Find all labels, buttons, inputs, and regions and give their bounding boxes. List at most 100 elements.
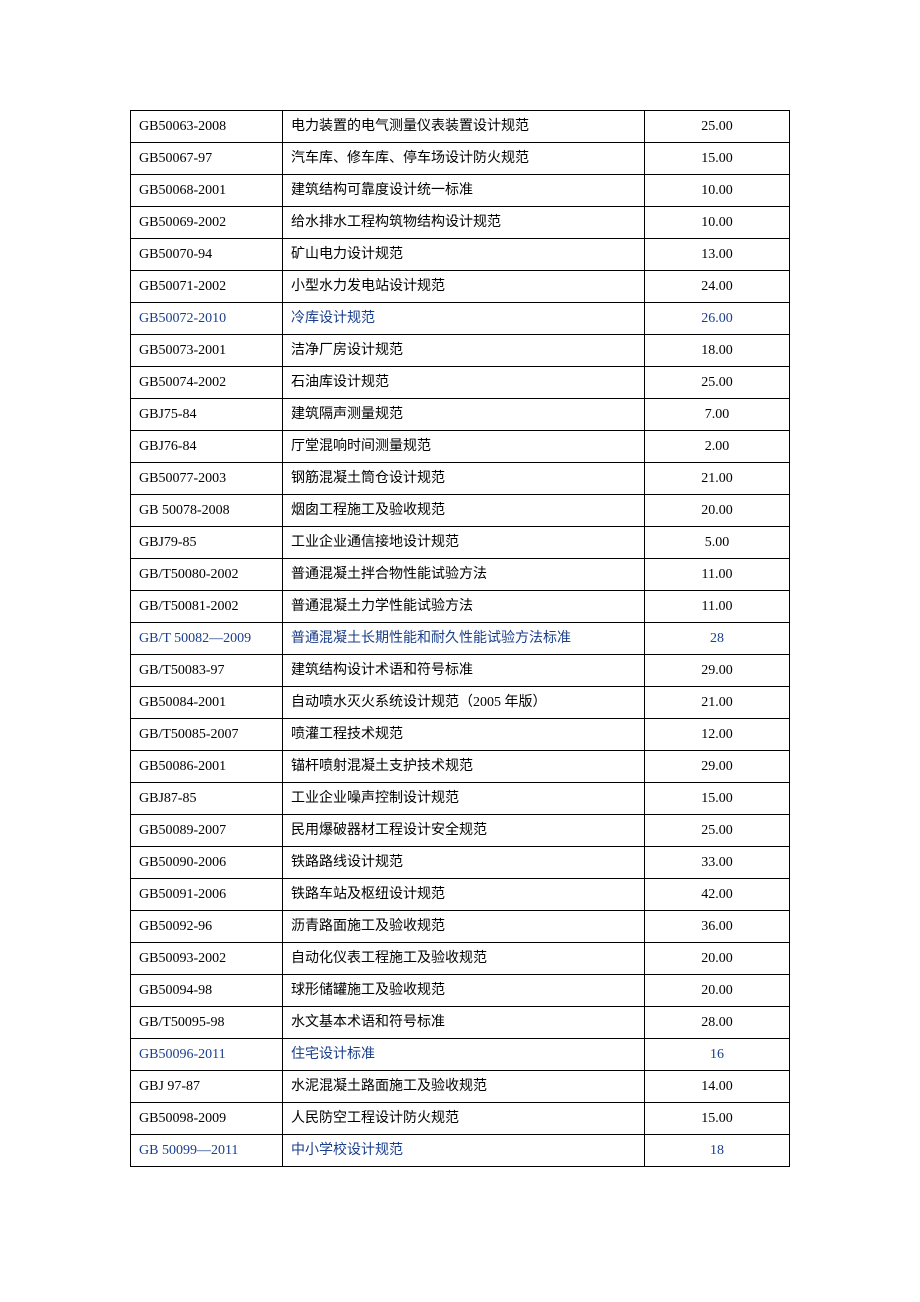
cell-price: 36.00	[645, 911, 790, 943]
table-row: GB50074-2002石油库设计规范25.00	[131, 367, 790, 399]
cell-code: GB/T 50082—2009	[131, 623, 283, 655]
table-row: GB50091-2006铁路车站及枢纽设计规范42.00	[131, 879, 790, 911]
cell-code: GB/T50083-97	[131, 655, 283, 687]
cell-code: GB50067-97	[131, 143, 283, 175]
cell-price: 11.00	[645, 591, 790, 623]
cell-title: 人民防空工程设计防火规范	[283, 1103, 645, 1135]
cell-title: 沥青路面施工及验收规范	[283, 911, 645, 943]
cell-price: 26.00	[645, 303, 790, 335]
cell-code: GB50096-2011	[131, 1039, 283, 1071]
cell-price: 20.00	[645, 975, 790, 1007]
cell-code: GB/T50095-98	[131, 1007, 283, 1039]
cell-title: 铁路车站及枢纽设计规范	[283, 879, 645, 911]
cell-title: 工业企业通信接地设计规范	[283, 527, 645, 559]
cell-code: GB50074-2002	[131, 367, 283, 399]
cell-code: GB 50099—2011	[131, 1135, 283, 1167]
cell-price: 11.00	[645, 559, 790, 591]
cell-title: 建筑隔声测量规范	[283, 399, 645, 431]
cell-code: GB50069-2002	[131, 207, 283, 239]
cell-price: 18	[645, 1135, 790, 1167]
cell-price: 20.00	[645, 495, 790, 527]
cell-price: 29.00	[645, 655, 790, 687]
cell-price: 21.00	[645, 687, 790, 719]
cell-code: GBJ87-85	[131, 783, 283, 815]
cell-price: 25.00	[645, 815, 790, 847]
cell-price: 21.00	[645, 463, 790, 495]
cell-price: 33.00	[645, 847, 790, 879]
table-row: GB50098-2009人民防空工程设计防火规范15.00	[131, 1103, 790, 1135]
cell-price: 29.00	[645, 751, 790, 783]
table-row: GB50077-2003钢筋混凝土筒仓设计规范21.00	[131, 463, 790, 495]
table-row: GB 50078-2008烟囱工程施工及验收规范20.00	[131, 495, 790, 527]
table-row: GB/T50095-98水文基本术语和符号标准28.00	[131, 1007, 790, 1039]
cell-title: 石油库设计规范	[283, 367, 645, 399]
cell-title: 给水排水工程构筑物结构设计规范	[283, 207, 645, 239]
cell-price: 10.00	[645, 175, 790, 207]
table-row: GB50092-96沥青路面施工及验收规范36.00	[131, 911, 790, 943]
cell-title: 锚杆喷射混凝土支护技术规范	[283, 751, 645, 783]
cell-price: 2.00	[645, 431, 790, 463]
cell-code: GB/T50085-2007	[131, 719, 283, 751]
table-row: GBJ76-84厅堂混响时间测量规范2.00	[131, 431, 790, 463]
cell-code: GB50073-2001	[131, 335, 283, 367]
cell-code: GB50063-2008	[131, 111, 283, 143]
table-row: GBJ75-84建筑隔声测量规范7.00	[131, 399, 790, 431]
table-row: GBJ 97-87水泥混凝土路面施工及验收规范14.00	[131, 1071, 790, 1103]
cell-price: 13.00	[645, 239, 790, 271]
cell-title: 水泥混凝土路面施工及验收规范	[283, 1071, 645, 1103]
cell-code: GBJ76-84	[131, 431, 283, 463]
cell-title: 建筑结构可靠度设计统一标准	[283, 175, 645, 207]
cell-code: GB50070-94	[131, 239, 283, 271]
cell-price: 20.00	[645, 943, 790, 975]
cell-price: 15.00	[645, 783, 790, 815]
table-row: GB50094-98球形储罐施工及验收规范20.00	[131, 975, 790, 1007]
cell-code: GB50098-2009	[131, 1103, 283, 1135]
cell-code: GBJ 97-87	[131, 1071, 283, 1103]
cell-price: 16	[645, 1039, 790, 1071]
table-row: GB/T50080-2002普通混凝土拌合物性能试验方法11.00	[131, 559, 790, 591]
cell-code: GB50072-2010	[131, 303, 283, 335]
cell-price: 42.00	[645, 879, 790, 911]
table-row: GB50070-94矿山电力设计规范13.00	[131, 239, 790, 271]
cell-price: 15.00	[645, 143, 790, 175]
cell-price: 28.00	[645, 1007, 790, 1039]
cell-code: GBJ75-84	[131, 399, 283, 431]
cell-title: 汽车库、修车库、停车场设计防火规范	[283, 143, 645, 175]
table-row: GB50086-2001锚杆喷射混凝土支护技术规范29.00	[131, 751, 790, 783]
table-row: GB50090-2006铁路路线设计规范33.00	[131, 847, 790, 879]
table-row: GB50096-2011住宅设计标准16	[131, 1039, 790, 1071]
cell-price: 7.00	[645, 399, 790, 431]
cell-code: GB50091-2006	[131, 879, 283, 911]
table-row: GB50089-2007民用爆破器材工程设计安全规范25.00	[131, 815, 790, 847]
table-row: GB50073-2001洁净厂房设计规范18.00	[131, 335, 790, 367]
cell-price: 28	[645, 623, 790, 655]
table-row: GB50084-2001自动喷水灭火系统设计规范（2005 年版）21.00	[131, 687, 790, 719]
cell-price: 24.00	[645, 271, 790, 303]
cell-title: 冷库设计规范	[283, 303, 645, 335]
table-row: GB50069-2002给水排水工程构筑物结构设计规范10.00	[131, 207, 790, 239]
table-row: GB/T 50082—2009普通混凝土长期性能和耐久性能试验方法标准28	[131, 623, 790, 655]
table-row: GB50072-2010冷库设计规范26.00	[131, 303, 790, 335]
cell-title: 钢筋混凝土筒仓设计规范	[283, 463, 645, 495]
cell-code: GB50071-2002	[131, 271, 283, 303]
table-row: GB50067-97汽车库、修车库、停车场设计防火规范15.00	[131, 143, 790, 175]
table-row: GB 50099—2011中小学校设计规范18	[131, 1135, 790, 1167]
cell-price: 25.00	[645, 111, 790, 143]
cell-title: 民用爆破器材工程设计安全规范	[283, 815, 645, 847]
table-row: GB50071-2002小型水力发电站设计规范24.00	[131, 271, 790, 303]
cell-title: 小型水力发电站设计规范	[283, 271, 645, 303]
cell-title: 矿山电力设计规范	[283, 239, 645, 271]
cell-price: 25.00	[645, 367, 790, 399]
cell-title: 工业企业噪声控制设计规范	[283, 783, 645, 815]
table-row: GB50068-2001建筑结构可靠度设计统一标准10.00	[131, 175, 790, 207]
cell-code: GB50084-2001	[131, 687, 283, 719]
cell-code: GB/T50080-2002	[131, 559, 283, 591]
cell-code: GBJ79-85	[131, 527, 283, 559]
cell-code: GB50068-2001	[131, 175, 283, 207]
table-row: GB50063-2008电力装置的电气测量仪表装置设计规范25.00	[131, 111, 790, 143]
cell-title: 厅堂混响时间测量规范	[283, 431, 645, 463]
cell-price: 15.00	[645, 1103, 790, 1135]
cell-title: 中小学校设计规范	[283, 1135, 645, 1167]
table-row: GB/T50085-2007喷灌工程技术规范12.00	[131, 719, 790, 751]
cell-code: GB50086-2001	[131, 751, 283, 783]
